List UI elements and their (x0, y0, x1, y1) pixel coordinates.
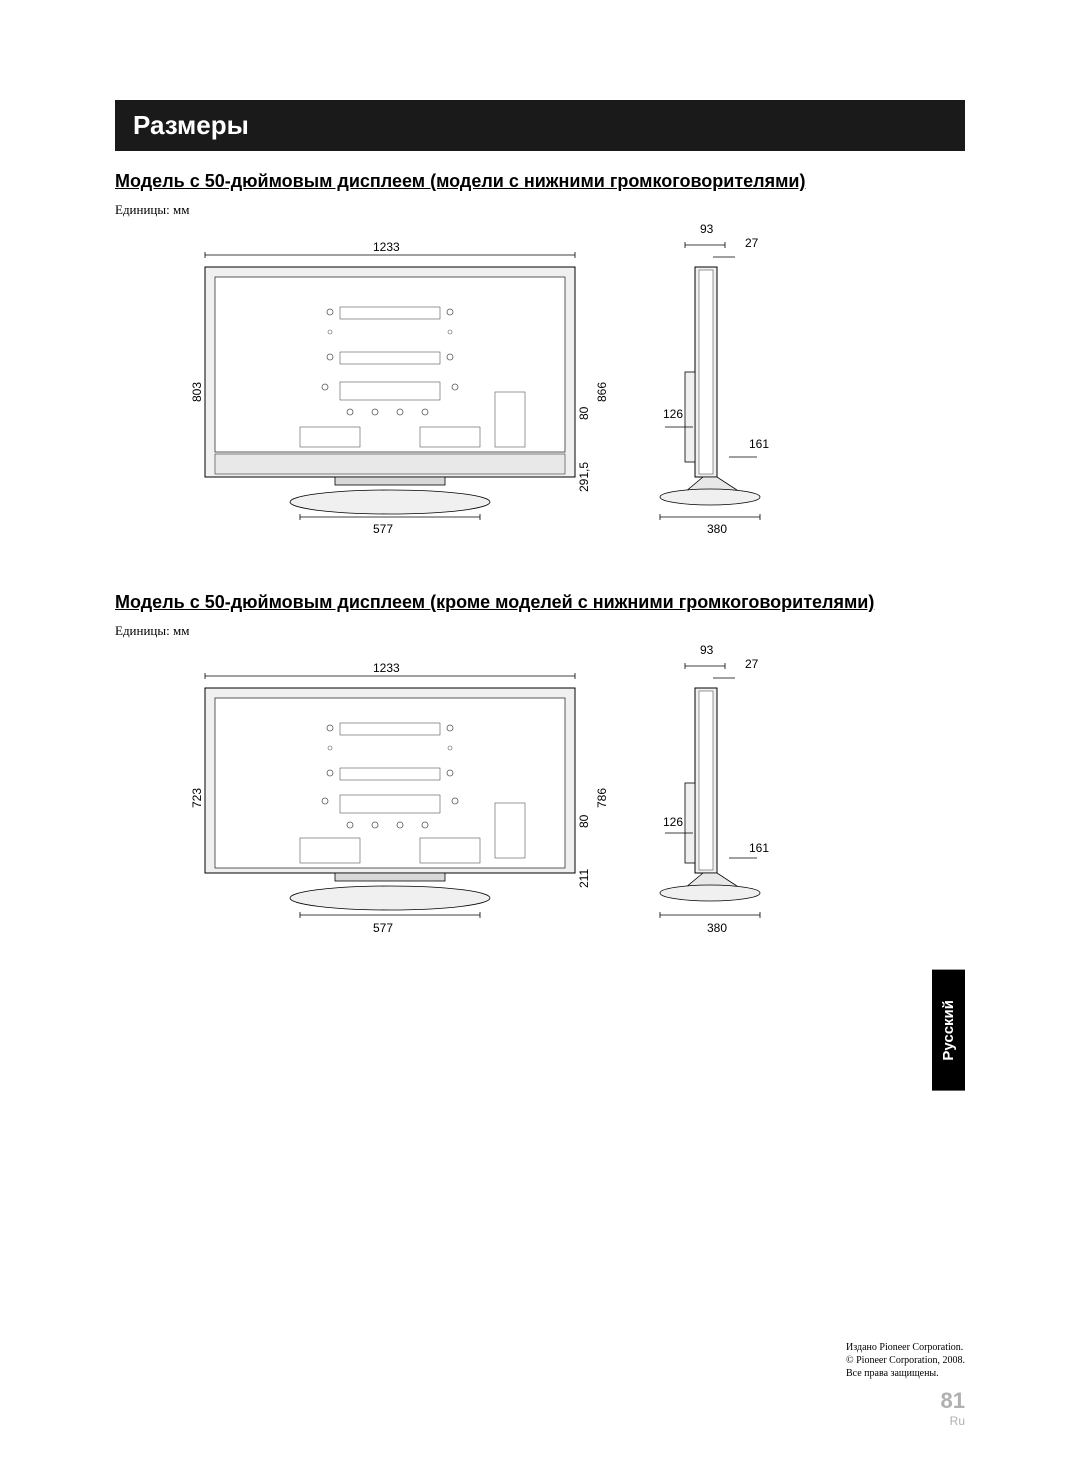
model-a-units: Единицы: мм (115, 202, 965, 218)
language-tab: Русский (932, 970, 965, 1091)
dim-stand-width-b: 577 (373, 921, 393, 935)
model-a-diagram-area: 1233 577 803 866 80 291,5 93 27 126 161 … (115, 232, 965, 552)
model-b-units: Единицы: мм (115, 623, 965, 639)
model-a-heading: Модель с 50-дюймовым дисплеем (модели с … (115, 171, 965, 192)
footer-line2: © Pioneer Corporation, 2008. (846, 1354, 965, 1367)
dim-side-depth-top-a: 93 (700, 222, 713, 236)
tv-side-diagram-a (655, 242, 795, 522)
page-lang-code: Ru (941, 1414, 965, 1428)
dim-side-depth-top-b: 93 (700, 643, 713, 657)
footer-line1: Издано Pioneer Corporation. (846, 1341, 965, 1354)
tv-front-diagram-a (200, 252, 580, 522)
language-tab-label: Русский (940, 1000, 957, 1061)
page-number-block: 81 Ru (941, 1388, 965, 1428)
dim-stand-width-a: 577 (373, 522, 393, 536)
model-b-diagram-area: 1233 577 723 786 80 211 93 27 126 161 38… (115, 653, 965, 953)
dim-side-base-a: 380 (707, 522, 727, 536)
footer-text: Издано Pioneer Corporation. © Pioneer Co… (846, 1341, 965, 1380)
dim-height-right-a: 866 (595, 382, 609, 402)
tv-side-diagram-b (655, 663, 795, 923)
tv-front-diagram-b (200, 673, 580, 923)
dim-height-right-b: 786 (595, 788, 609, 808)
section-title-bar: Размеры (115, 100, 965, 151)
section-title: Размеры (133, 110, 249, 140)
model-b-heading: Модель с 50-дюймовым дисплеем (кроме мод… (115, 592, 965, 613)
dim-side-base-b: 380 (707, 921, 727, 935)
page-number: 81 (941, 1388, 965, 1414)
footer-line3: Все права защищены. (846, 1367, 965, 1380)
